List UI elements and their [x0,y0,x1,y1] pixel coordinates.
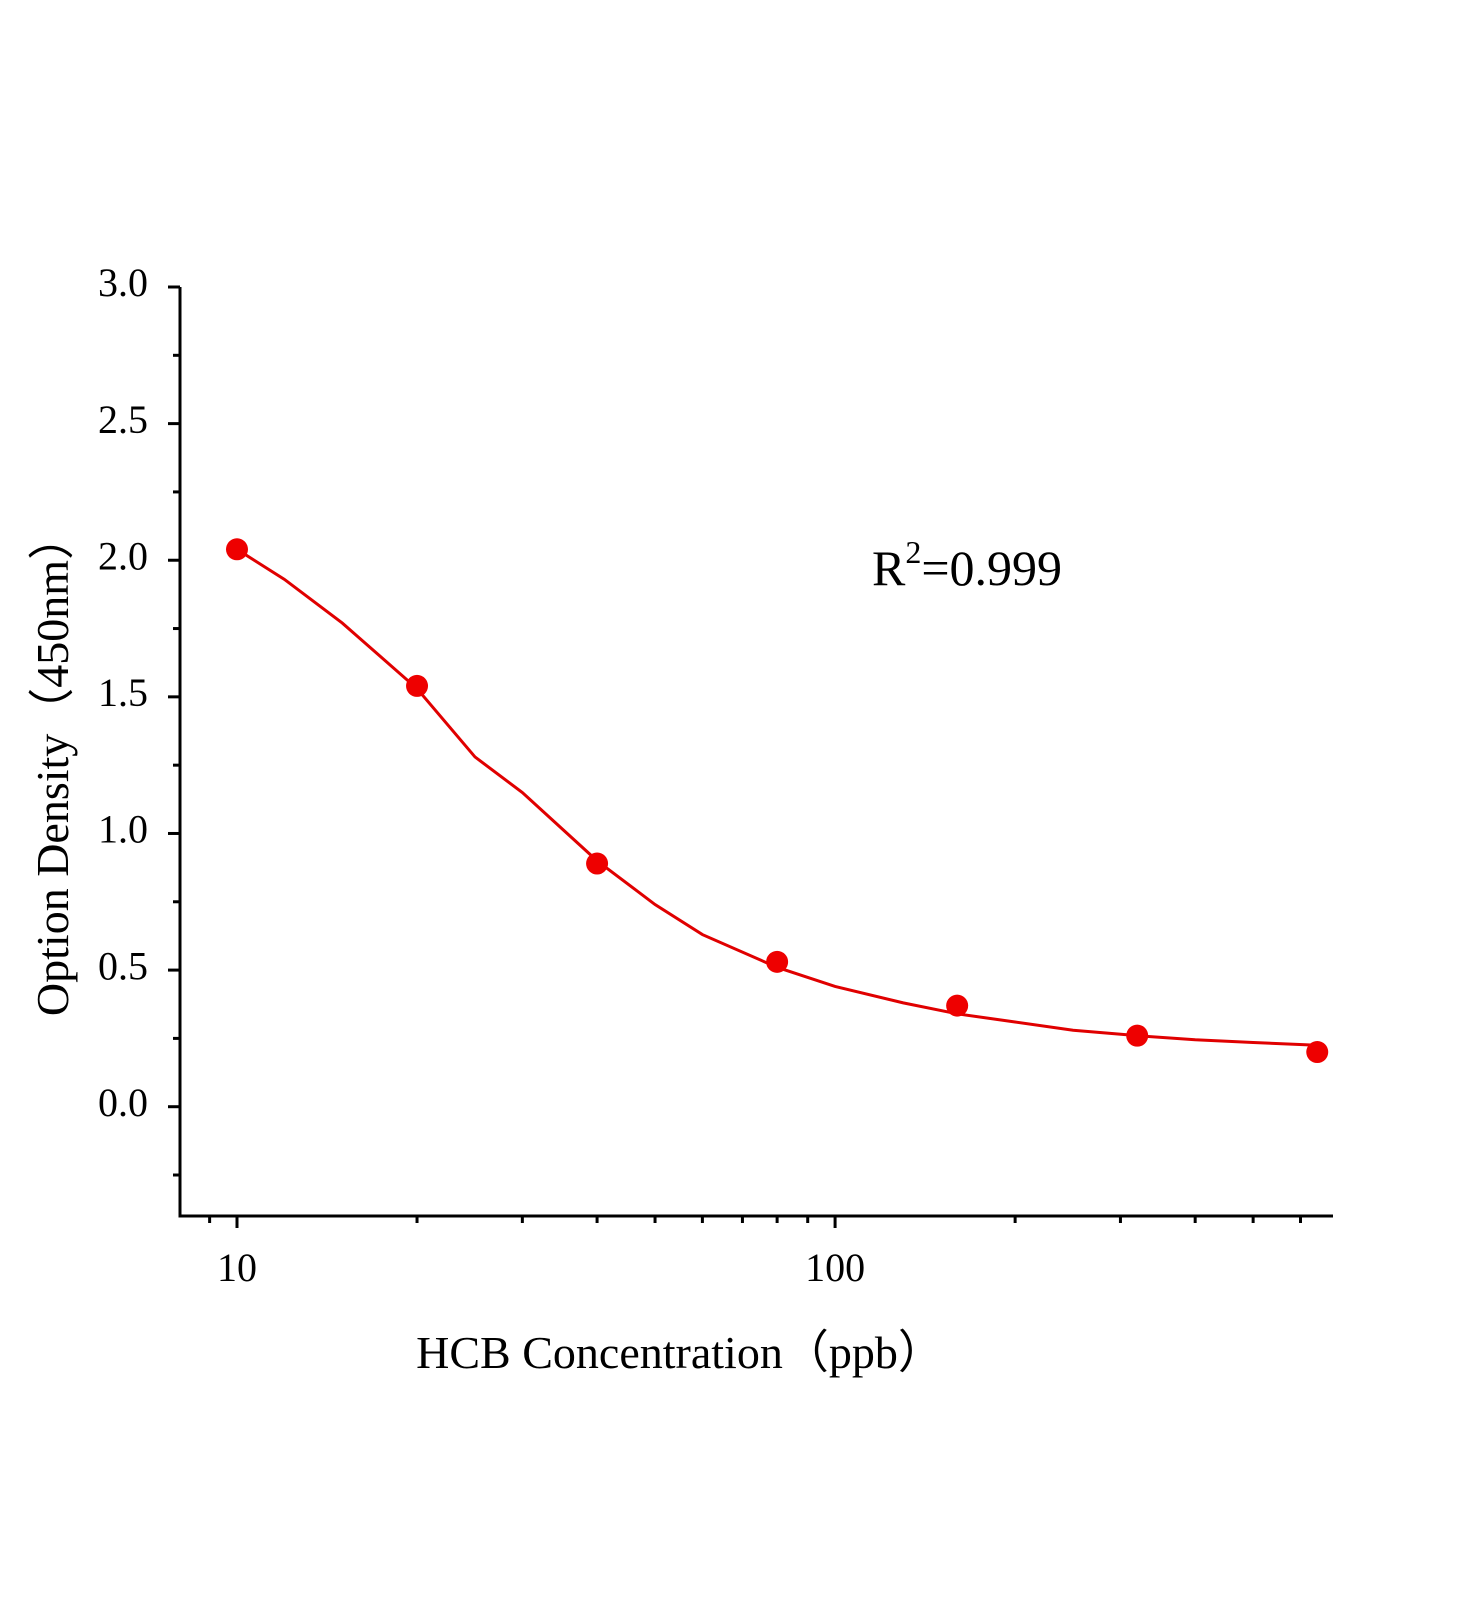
data-point [1306,1041,1329,1064]
y-tick-label: 1.5 [98,670,148,715]
data-point [766,950,789,973]
data-point [946,994,969,1017]
x-tick-label: 100 [805,1245,865,1290]
annotation-text: =0.999 [921,540,1062,596]
data-point [1126,1024,1149,1047]
data-point [586,852,609,875]
x-axis-label: HCB Concentration（ppb） [416,1327,944,1378]
y-tick-label: 2.0 [98,533,148,578]
annotation: R2=0.999 [872,534,1062,596]
annotation-sup: 2 [905,534,921,570]
y-tick-label: 2.5 [98,397,148,442]
y-tick-label: 0.0 [98,1080,148,1125]
annotation-text: R [872,540,906,596]
data-point [225,538,248,561]
x-tick-label: 10 [217,1245,257,1290]
y-axis-label: Option Density（450nm） [27,514,78,1016]
y-tick-label: 1.0 [98,807,148,852]
y-tick-label: 3.0 [98,260,148,305]
y-tick-label: 0.5 [98,943,148,988]
data-point [406,674,429,697]
